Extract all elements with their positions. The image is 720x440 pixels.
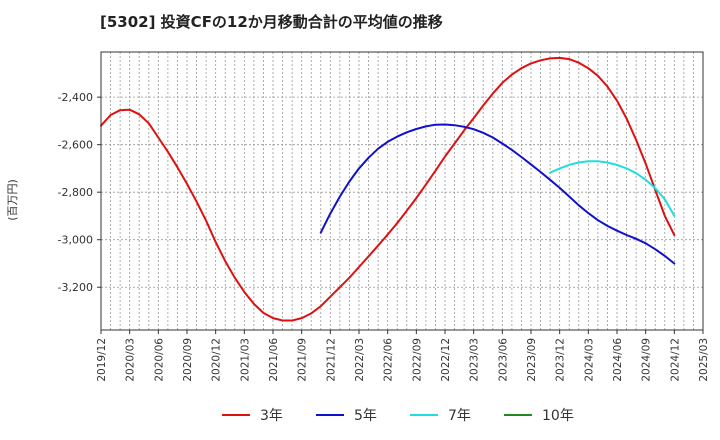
legend-item: 5年: [316, 405, 377, 425]
series-line-3年: [100, 56, 676, 322]
y-tick-label: -3,200: [58, 281, 93, 294]
y-tick-label: -2,600: [58, 139, 93, 152]
x-tick-label: 2023/06: [497, 338, 509, 382]
chart-title: [5302] 投資CFの12か月移動合計の平均値の推移: [100, 13, 443, 31]
legend-label: 3年: [260, 408, 283, 424]
x-tick-label: 2021/06: [268, 338, 280, 382]
legend-swatch: [504, 414, 532, 416]
x-tick-label: 2019/12: [96, 338, 108, 382]
legend-swatch: [316, 414, 344, 416]
y-tick-label: -2,800: [58, 186, 93, 199]
series-layer: [100, 56, 676, 322]
x-tick-label: 2025/03: [698, 338, 710, 382]
x-tick-label: 2022/12: [440, 338, 452, 382]
x-tick-label: 2020/12: [211, 338, 223, 382]
legend: 3年 5年 7年 10年: [0, 405, 720, 425]
x-tick-label: 2022/09: [411, 338, 423, 382]
legend-item: 7年: [410, 405, 471, 425]
y-axis-label: (百万円): [6, 179, 19, 221]
legend-label: 7年: [448, 408, 471, 424]
x-tick-label: 2023/03: [469, 338, 481, 382]
legend-swatch: [410, 414, 438, 416]
legend-swatch: [222, 414, 250, 416]
x-tick-label: 2024/03: [583, 338, 595, 382]
x-tick-label: 2024/12: [669, 338, 681, 382]
x-tick-label: 2024/06: [612, 338, 624, 382]
legend-label: 10年: [542, 408, 574, 424]
x-tick-label: 2021/03: [239, 338, 251, 382]
y-tick-label: -3,000: [58, 234, 93, 247]
x-tick-label: 2020/09: [182, 338, 194, 382]
y-tick-label: -2,400: [58, 91, 93, 104]
x-tick-label: 2023/12: [555, 338, 567, 382]
series-line-5年: [319, 123, 676, 265]
x-tick-label: 2022/03: [354, 338, 366, 382]
x-tick-label: 2023/09: [526, 338, 538, 382]
plot-border: [100, 51, 704, 331]
legend-item: 10年: [504, 405, 574, 425]
grid: [101, 52, 703, 330]
series-line-7年: [549, 160, 676, 217]
x-tick-label: 2020/06: [153, 338, 165, 382]
x-tick-label: 2021/09: [297, 338, 309, 382]
axes: -2,400 -2,600 -2,800 -3,000 -3,200 2019/12 202…: [58, 51, 710, 382]
plot-area: [101, 52, 703, 330]
legend-item: 3年: [222, 405, 283, 425]
x-tick-label: 2024/09: [641, 338, 653, 382]
legend-label: 5年: [354, 408, 377, 424]
x-tick-label: 2021/12: [325, 338, 337, 382]
x-tick-label: 2020/03: [125, 338, 137, 382]
x-tick-label: 2022/06: [383, 338, 395, 382]
